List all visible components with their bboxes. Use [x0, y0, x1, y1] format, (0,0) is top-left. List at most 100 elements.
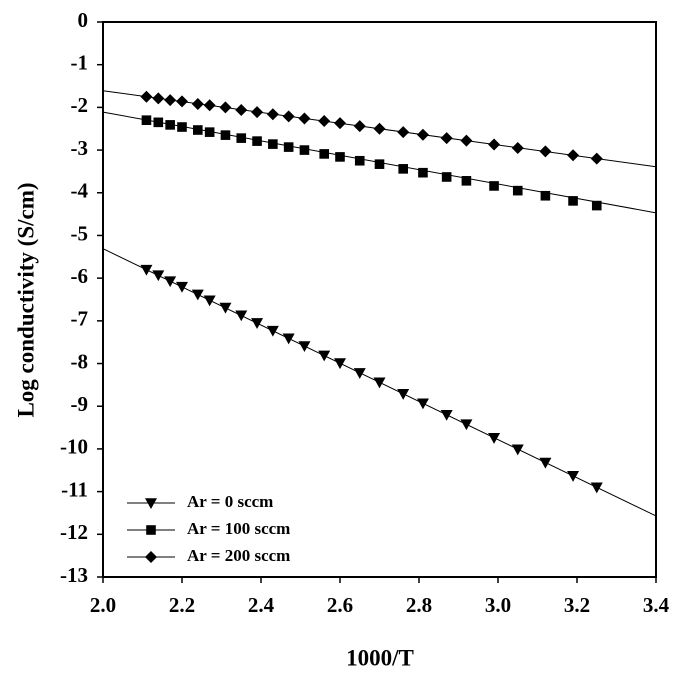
marker	[590, 482, 603, 494]
marker	[373, 377, 386, 389]
marker	[140, 90, 153, 103]
marker	[397, 126, 410, 139]
marker	[177, 122, 187, 132]
marker	[374, 159, 385, 169]
marker	[251, 318, 264, 329]
marker	[298, 341, 311, 353]
marker	[440, 409, 453, 421]
marker	[334, 358, 346, 370]
marker	[540, 190, 551, 201]
marker	[488, 138, 501, 151]
marker	[191, 97, 204, 110]
marker	[204, 127, 215, 137]
marker	[318, 115, 331, 128]
marker	[282, 110, 295, 123]
marker	[298, 112, 311, 125]
marker	[318, 350, 331, 362]
marker	[441, 172, 452, 182]
marker	[164, 94, 177, 107]
legend-label: Ar = 0 sccm	[187, 492, 273, 511]
marker	[268, 139, 278, 149]
marker	[203, 99, 216, 112]
marker	[176, 95, 188, 108]
marker	[203, 295, 216, 307]
marker	[335, 152, 345, 162]
marker	[489, 181, 499, 191]
marker	[353, 120, 366, 133]
y-tick-label: -8	[71, 349, 89, 373]
marker	[282, 333, 295, 345]
y-tick-label: -1	[71, 51, 89, 75]
legend-label: Ar = 100 sccm	[187, 519, 290, 538]
marker	[334, 117, 346, 130]
y-tick-label: -6	[71, 264, 89, 288]
marker	[141, 115, 152, 125]
plot-frame	[102, 21, 657, 578]
y-tick-label: 0	[78, 8, 89, 32]
y-tick-label: -11	[61, 477, 88, 501]
marker	[152, 92, 165, 105]
legend-marker	[145, 498, 157, 509]
marker	[567, 149, 580, 162]
marker	[567, 471, 580, 482]
marker	[539, 457, 552, 469]
marker	[235, 103, 248, 116]
marker	[236, 133, 247, 143]
x-tick-label: 3.2	[564, 593, 590, 617]
marker	[219, 101, 232, 114]
marker	[398, 164, 408, 174]
marker	[193, 125, 203, 135]
y-tick-label: -4	[71, 179, 89, 203]
marker	[440, 132, 453, 145]
x-tick-label: 2.4	[248, 593, 275, 617]
marker	[266, 108, 279, 121]
marker	[176, 281, 188, 293]
marker	[590, 152, 603, 165]
marker	[512, 185, 523, 196]
marker	[591, 200, 602, 211]
marker	[266, 325, 279, 337]
x-tick-label: 3.4	[643, 593, 670, 617]
marker	[299, 145, 310, 155]
y-tick-label: -2	[71, 93, 89, 117]
marker	[511, 444, 524, 456]
marker	[416, 398, 429, 410]
marker	[539, 145, 552, 158]
marker	[373, 122, 386, 135]
y-tick-label: -9	[71, 392, 89, 416]
x-tick-label: 2.8	[406, 593, 432, 617]
marker	[164, 276, 177, 288]
x-tick-label: 3.0	[485, 593, 511, 617]
legend-marker	[146, 525, 156, 535]
marker	[251, 106, 264, 119]
y-tick-label: -7	[71, 307, 89, 331]
marker	[235, 310, 248, 322]
marker	[165, 120, 175, 130]
marker	[219, 302, 232, 314]
marker	[354, 155, 365, 166]
x-tick-label: 2.0	[90, 593, 116, 617]
marker	[461, 176, 472, 186]
marker	[568, 196, 578, 206]
marker	[488, 433, 501, 444]
legend-marker	[145, 551, 157, 563]
marker	[418, 167, 428, 178]
legend-label: Ar = 200 sccm	[187, 546, 290, 565]
marker	[511, 141, 524, 154]
y-tick-label: -3	[71, 136, 89, 160]
x-tick-label: 2.6	[327, 593, 353, 617]
marker	[319, 149, 329, 159]
marker	[220, 130, 231, 140]
marker	[353, 368, 366, 379]
marker	[460, 134, 473, 147]
marker	[416, 128, 429, 141]
marker	[152, 270, 165, 282]
y-axis-title: Log conductivity (S/cm)	[13, 182, 38, 417]
y-tick-label: -5	[71, 221, 89, 245]
marker	[283, 142, 294, 152]
y-tick-label: -13	[60, 563, 88, 587]
x-axis-title: 1000/T	[346, 645, 414, 670]
marker	[252, 136, 262, 146]
y-tick-label: -12	[60, 520, 88, 544]
